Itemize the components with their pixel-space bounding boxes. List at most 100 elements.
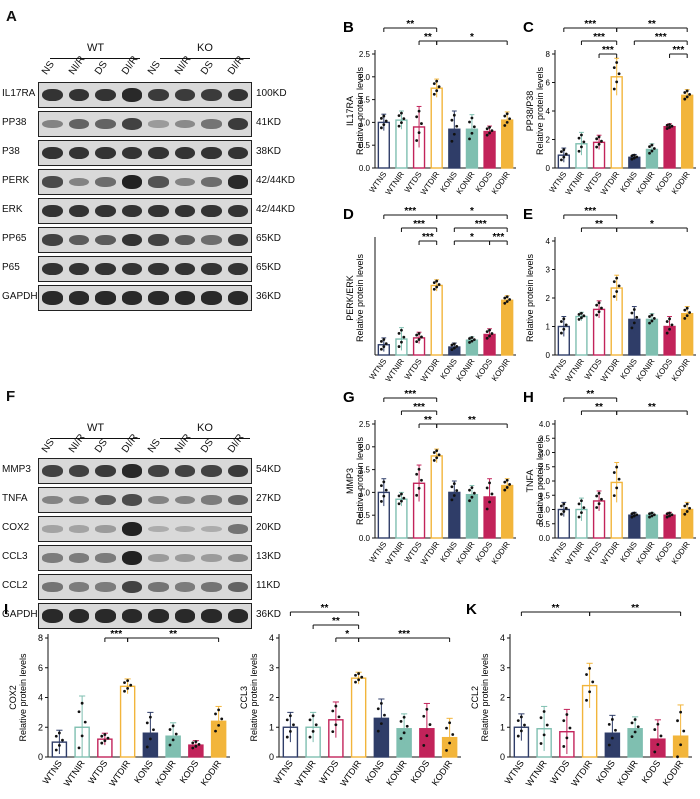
data-point: [595, 303, 599, 307]
y-tick-label: 3.0: [539, 449, 551, 458]
data-point: [397, 345, 401, 348]
protein-label: IL17RA: [2, 88, 36, 99]
significance-label: ***: [655, 32, 667, 43]
data-point: [612, 471, 616, 474]
group-line: [160, 438, 250, 439]
data-point: [610, 736, 614, 740]
bar: [681, 94, 694, 169]
data-point: [100, 734, 104, 738]
data-point: [577, 136, 581, 140]
significance-label: *: [650, 219, 654, 230]
data-point: [148, 715, 152, 719]
data-point: [488, 500, 491, 504]
blot-band: [95, 525, 116, 533]
blot-band: [201, 204, 222, 218]
data-point: [470, 495, 474, 499]
data-point: [648, 315, 651, 318]
data-point: [472, 338, 476, 342]
data-point: [650, 313, 654, 317]
group-line: [50, 438, 140, 439]
data-point: [382, 345, 386, 349]
data-point: [174, 732, 178, 736]
blot-strip: [38, 82, 252, 108]
y-tick-label: 2: [546, 294, 551, 303]
data-point: [560, 504, 563, 508]
significance-label: ***: [493, 232, 505, 243]
data-point: [668, 126, 671, 129]
data-point: [648, 151, 651, 155]
blot-band: [95, 204, 116, 218]
significance-label: *: [470, 232, 474, 243]
bar: [663, 514, 676, 539]
blot-band: [121, 262, 142, 276]
blot-band: [121, 175, 142, 189]
y-tick-label: 0.0: [359, 164, 371, 173]
blot-band: [227, 117, 248, 131]
significance-label: ***: [602, 45, 614, 56]
x-tick-label: KODIR: [670, 170, 692, 196]
y-axis-label: Relative protein levels: [18, 653, 28, 742]
x-tick-label: WTNS: [503, 758, 526, 785]
data-point: [630, 157, 634, 161]
data-point: [648, 512, 651, 516]
blot-band: [148, 291, 169, 305]
y-axis-label: Relative protein levels: [535, 66, 545, 155]
data-point: [420, 335, 423, 339]
data-point: [505, 478, 509, 482]
x-tick-label: KONS: [363, 758, 386, 785]
blot-band: [201, 291, 222, 305]
data-point: [582, 314, 586, 318]
data-point: [397, 331, 401, 335]
data-point: [630, 735, 634, 738]
y-axis-label: CCL2: [470, 686, 480, 709]
panel-letter: H: [523, 389, 534, 406]
panel-letter: G: [343, 389, 355, 406]
data-point: [288, 714, 292, 718]
kd-label: 38KD: [256, 146, 282, 157]
data-point: [505, 300, 509, 303]
significance-label: **: [406, 19, 414, 30]
y-tick-label: 2.0: [359, 73, 371, 82]
data-point: [194, 744, 198, 748]
data-point: [145, 721, 149, 725]
data-point: [437, 283, 441, 286]
lane-label: NS: [40, 437, 58, 455]
blot-band: [68, 525, 89, 533]
data-point: [652, 147, 656, 150]
blot-band: [121, 522, 142, 536]
y-axis-label: Relative protein levels: [535, 436, 545, 525]
data-point: [632, 308, 636, 311]
data-point: [420, 478, 423, 482]
data-point: [560, 331, 563, 335]
x-tick-label: WTNS: [41, 758, 64, 785]
data-point: [577, 149, 581, 153]
data-point: [539, 716, 543, 720]
data-point: [676, 719, 679, 723]
blot-band: [174, 495, 195, 505]
blot-band: [174, 291, 195, 305]
data-point: [508, 298, 511, 301]
data-point: [653, 750, 657, 754]
x-tick-label: WTDIR: [569, 758, 594, 788]
data-point: [397, 124, 401, 128]
group-line: [50, 58, 140, 59]
data-point: [437, 453, 441, 457]
group-label: WT: [87, 422, 105, 434]
blot-band: [42, 609, 63, 623]
blot-strip: [38, 256, 252, 282]
data-point: [485, 336, 489, 340]
protein-label: PP38: [2, 117, 27, 128]
x-tick-label: KONIR: [455, 540, 477, 566]
blot-strip: [38, 458, 252, 484]
y-tick-label: 4: [38, 693, 43, 703]
kd-label: 27KD: [256, 493, 282, 504]
data-point: [400, 492, 403, 496]
data-point: [503, 124, 507, 127]
data-point: [485, 127, 489, 131]
data-point: [382, 123, 386, 127]
blot-band: [148, 525, 169, 533]
significance-label: **: [552, 603, 560, 614]
blot-band: [227, 524, 248, 534]
data-point: [683, 91, 687, 94]
